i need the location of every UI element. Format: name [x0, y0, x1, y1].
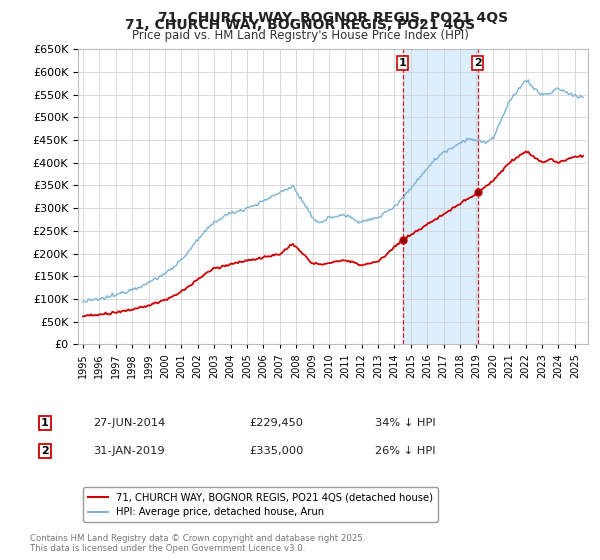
Text: 27-JUN-2014: 27-JUN-2014 — [93, 418, 165, 428]
Text: 1: 1 — [399, 58, 407, 68]
Text: 2: 2 — [41, 446, 49, 456]
Text: Price paid vs. HM Land Registry's House Price Index (HPI): Price paid vs. HM Land Registry's House … — [131, 29, 469, 42]
Text: £335,000: £335,000 — [249, 446, 304, 456]
Text: 2: 2 — [474, 58, 482, 68]
Text: £229,450: £229,450 — [249, 418, 303, 428]
Text: 71, CHURCH WAY, BOGNOR REGIS, PO21 4QS: 71, CHURCH WAY, BOGNOR REGIS, PO21 4QS — [125, 18, 475, 32]
Title: 71, CHURCH WAY, BOGNOR REGIS, PO21 4QS: 71, CHURCH WAY, BOGNOR REGIS, PO21 4QS — [158, 11, 508, 25]
Text: 31-JAN-2019: 31-JAN-2019 — [93, 446, 164, 456]
Text: 26% ↓ HPI: 26% ↓ HPI — [375, 446, 436, 456]
Bar — [403, 49, 478, 344]
Text: 1: 1 — [41, 418, 49, 428]
Text: Contains HM Land Registry data © Crown copyright and database right 2025.
This d: Contains HM Land Registry data © Crown c… — [30, 534, 365, 553]
Legend: 71, CHURCH WAY, BOGNOR REGIS, PO21 4QS (detached house), HPI: Average price, det: 71, CHURCH WAY, BOGNOR REGIS, PO21 4QS (… — [83, 487, 438, 522]
Text: 34% ↓ HPI: 34% ↓ HPI — [375, 418, 436, 428]
